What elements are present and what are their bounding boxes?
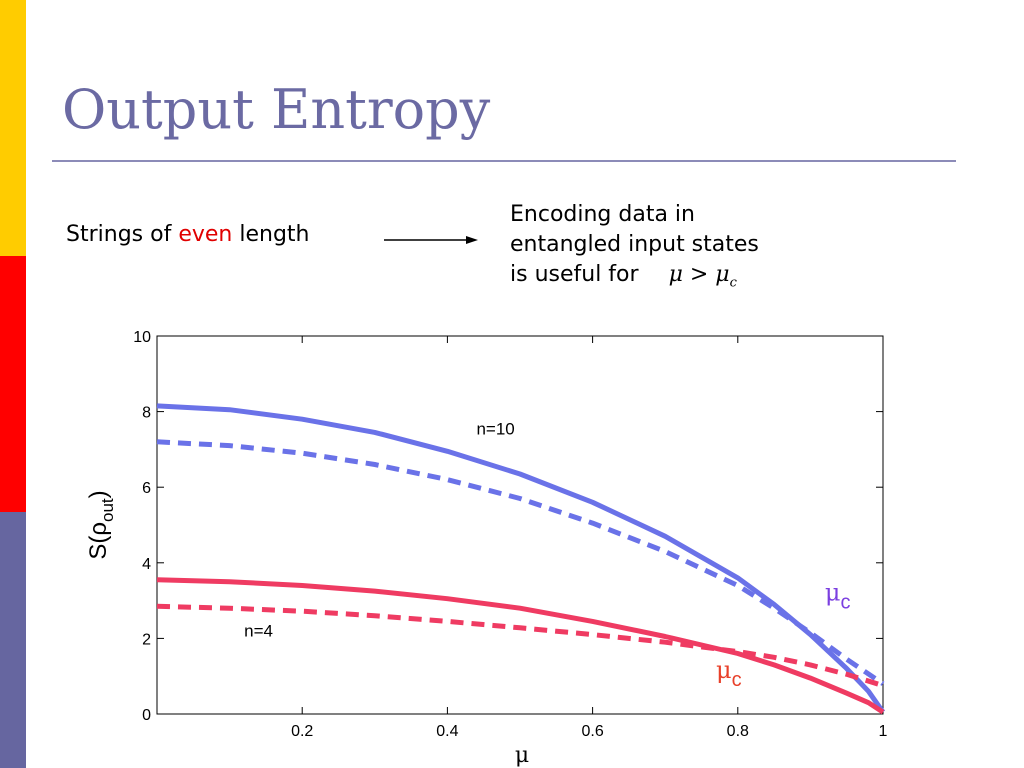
arrow-right-icon — [384, 236, 478, 244]
y-tick-label: 2 — [142, 631, 151, 648]
annotation-text: μ — [825, 579, 841, 607]
lead-suffix: length — [232, 222, 310, 247]
y-tick-label: 6 — [142, 480, 151, 497]
side-bar-red — [0, 256, 26, 512]
note-line-3: is useful for μ > μc — [510, 260, 759, 298]
x-tick-label: 0.8 — [727, 723, 749, 740]
lead-highlight: even — [178, 222, 233, 247]
note-math-sub: c — [729, 275, 737, 291]
side-bar-yellow — [0, 0, 26, 256]
annotation-text: μ — [716, 656, 732, 684]
series-line-solid — [156, 403, 886, 714]
y-tick-label: 10 — [133, 329, 151, 346]
annotation-subscript: c — [841, 592, 851, 614]
x-tick-label: 1 — [879, 723, 888, 740]
y-tick-label: 4 — [142, 556, 151, 573]
series-line-dashed — [156, 439, 885, 686]
slide-title: Output Entropy — [62, 78, 491, 141]
y-axis-label: S(ρout) — [85, 490, 117, 559]
y-axis-label-sub: out — [98, 498, 117, 522]
y-tick-label: 8 — [142, 405, 151, 422]
annotation-text: n=10 — [476, 419, 514, 438]
series-annotation: n=10 — [476, 419, 514, 438]
note-line-2: entangled input states — [510, 232, 759, 257]
note-math: μ > μc — [668, 262, 737, 291]
x-tick-label: 0.6 — [581, 723, 603, 740]
note-line-1: Encoding data in — [510, 202, 695, 227]
note-math-expr: μ > μ — [668, 262, 730, 287]
title-divider — [52, 160, 956, 162]
y-axis-label-close: ) — [85, 490, 112, 498]
side-bar-purple — [0, 512, 26, 768]
plot-frame — [156, 335, 884, 715]
x-axis-label: μ — [515, 743, 529, 768]
y-axis-label-main: S(ρ — [85, 522, 112, 560]
annotation-text: n=4 — [244, 622, 273, 641]
x-tick-label: 0.2 — [291, 723, 313, 740]
lead-text: Strings of even length — [66, 222, 309, 247]
x-tick-label: 0.4 — [436, 723, 458, 740]
note-line-3-text: is useful for — [510, 262, 639, 287]
lead-prefix: Strings of — [66, 222, 179, 247]
annotation-subscript: c — [732, 669, 742, 691]
y-tick-label: 0 — [142, 707, 151, 724]
series-line-solid — [156, 577, 885, 715]
mu-c-annotation: μc — [825, 579, 851, 614]
mu-c-annotation: μc — [716, 656, 742, 691]
series-annotation: n=4 — [244, 622, 273, 641]
note-block: Encoding data in entangled input states … — [510, 200, 759, 298]
series-line-dashed — [156, 603, 884, 688]
